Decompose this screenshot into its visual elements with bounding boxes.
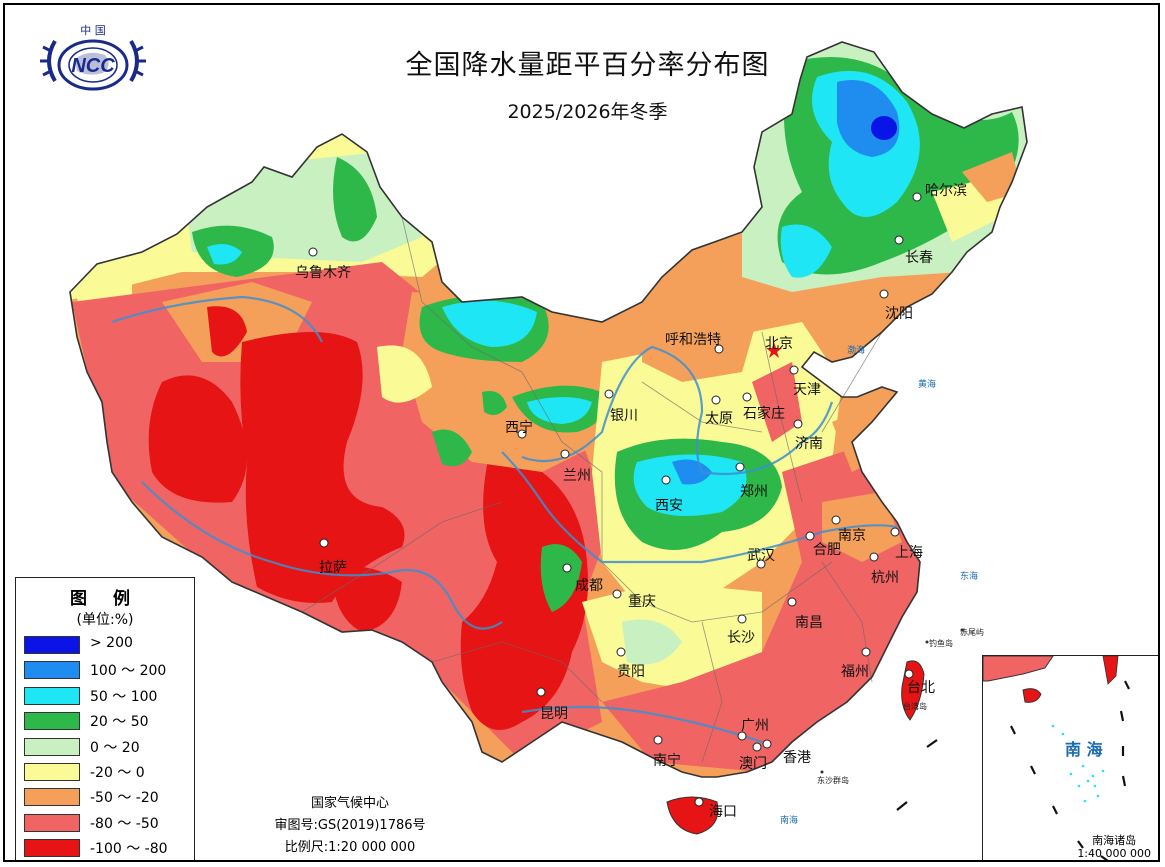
map-title: 全国降水量距平百分率分布图 (405, 50, 770, 81)
legend-label: > 200 (90, 635, 133, 651)
legend-swatch (24, 737, 80, 756)
legend-title: 图 例 (70, 589, 140, 609)
city-label-changsha: 长沙 (727, 630, 755, 646)
city-label-taiyuan: 太原 (705, 411, 733, 427)
city-label-lanzhou: 兰州 (563, 468, 591, 484)
legend-label: 0 ～ 20 (90, 739, 140, 756)
island-label-dongsha: 东沙群岛 (817, 776, 849, 785)
city-label-nanning: 南宁 (653, 753, 681, 769)
city-label-xining: 西宁 (505, 420, 533, 436)
city-label-taipei: 台北 (907, 680, 935, 696)
city-label-hongkong: 香港 (783, 750, 811, 766)
city-label-shijiazhuang: 石家庄 (743, 406, 785, 422)
legend-swatch (24, 788, 80, 807)
map-subtitle: 2025/2026年冬季 (507, 101, 668, 123)
precipitation-map (69, 41, 1028, 835)
sea-label-east-china-sea: 东海 (960, 572, 979, 582)
city-label-chongqing: 重庆 (628, 594, 656, 610)
city-label-nanchang: 南昌 (795, 615, 823, 631)
map-credit: 国家气候中心 审图号:GS(2019)1786号 比例尺:1:20 000 00… (245, 793, 455, 859)
city-label-nanjing: 南京 (838, 528, 866, 544)
legend-unit: (单位:%) (76, 612, 134, 628)
map-frame: NCC 中 国 全国降水量距平百分率分布图 2025/2026年冬季 乌鲁木齐 … (3, 3, 1160, 862)
city-label-harbin: 哈尔滨 (925, 183, 967, 199)
city-label-macau: 澳门 (739, 756, 767, 772)
legend-label: -20 ～ 0 (90, 765, 145, 781)
city-label-beijing: 北京 (765, 336, 793, 352)
city-label-hangzhou: 杭州 (871, 570, 899, 586)
city-label-xian: 西安 (655, 498, 683, 514)
city-label-shenyang: 沈阳 (885, 306, 913, 322)
legend-swatch (24, 712, 80, 731)
city-label-wuhan: 武汉 (747, 548, 775, 564)
city-label-chengdu: 成都 (575, 578, 603, 594)
city-markers (308, 192, 922, 807)
city-label-hohhot: 呼和浩特 (665, 332, 721, 348)
legend: 图 例 (单位:%) > 200 100 ～ 200 50 ～ 100 20 ～ 50… (15, 577, 195, 860)
city-label-shanghai: 上海 (895, 545, 923, 561)
city-label-fuzhou: 福州 (841, 664, 869, 680)
city-label-zhengzhou: 郑州 (740, 484, 768, 500)
island-label-chiwei: 赤尾屿 (960, 628, 984, 637)
legend-label: 100 ～ 200 (90, 663, 167, 680)
capital-star-icon (766, 342, 782, 358)
city-label-tianjin: 天津 (793, 382, 821, 398)
south-china-sea-inset: 南 海 南海诸岛 1:40 000 000 (982, 655, 1158, 860)
city-label-yinchuan: 银川 (610, 408, 638, 424)
svg-text:中 国: 中 国 (80, 24, 106, 37)
legend-label: 20 ～ 50 (90, 714, 149, 731)
sea-label-bohai: 渤海 (847, 346, 866, 356)
island-label-diaoyu: 钓鱼岛 (929, 639, 953, 648)
city-label-lhasa: 拉萨 (319, 560, 347, 576)
inset-caption-scale: 1:40 000 000 (1077, 847, 1151, 860)
legend-swatch (24, 839, 80, 858)
legend-swatch (24, 661, 80, 680)
city-label-urumqi: 乌鲁木齐 (295, 265, 351, 281)
sea-label-yellow-sea: 黄海 (918, 380, 937, 390)
credit-scale: 比例尺:1:20 000 000 (284, 840, 416, 855)
legend-swatch (24, 636, 80, 654)
inset-caption-name: 南海诸岛 (1092, 834, 1137, 847)
legend-label: -100 ～ -80 (90, 841, 168, 858)
inset-map (983, 656, 1130, 860)
legend-label: -50 ～ -20 (90, 790, 159, 807)
legend-label: 50 ～ 100 (90, 688, 158, 705)
legend-label: -80 ～ -50 (90, 815, 159, 832)
inset-sea-label: 南 海 (1065, 740, 1103, 759)
legend-swatch (24, 686, 80, 705)
city-label-haikou: 海口 (709, 804, 737, 820)
city-label-hefei: 合肥 (813, 542, 841, 558)
legend-swatch (24, 763, 80, 781)
svg-text:NCC: NCC (71, 55, 115, 77)
city-label-changchun: 长春 (905, 250, 933, 266)
island-label-taiwan: 台湾岛 (903, 702, 927, 711)
inset-caption: 南海诸岛 1:40 000 000 (1077, 834, 1151, 860)
ncc-logo: NCC 中 国 (40, 24, 146, 91)
city-label-guangzhou: 广州 (741, 718, 769, 734)
city-label-guiyang: 贵阳 (617, 664, 645, 680)
sea-label-south-china-sea: 南海 (780, 816, 799, 826)
city-label-kunming: 昆明 (540, 706, 568, 722)
legend-swatch (24, 813, 80, 832)
city-label-jinan: 济南 (795, 436, 823, 452)
credit-approval: 审图号:GS(2019)1786号 (274, 818, 426, 833)
credit-org: 国家气候中心 (310, 796, 389, 811)
